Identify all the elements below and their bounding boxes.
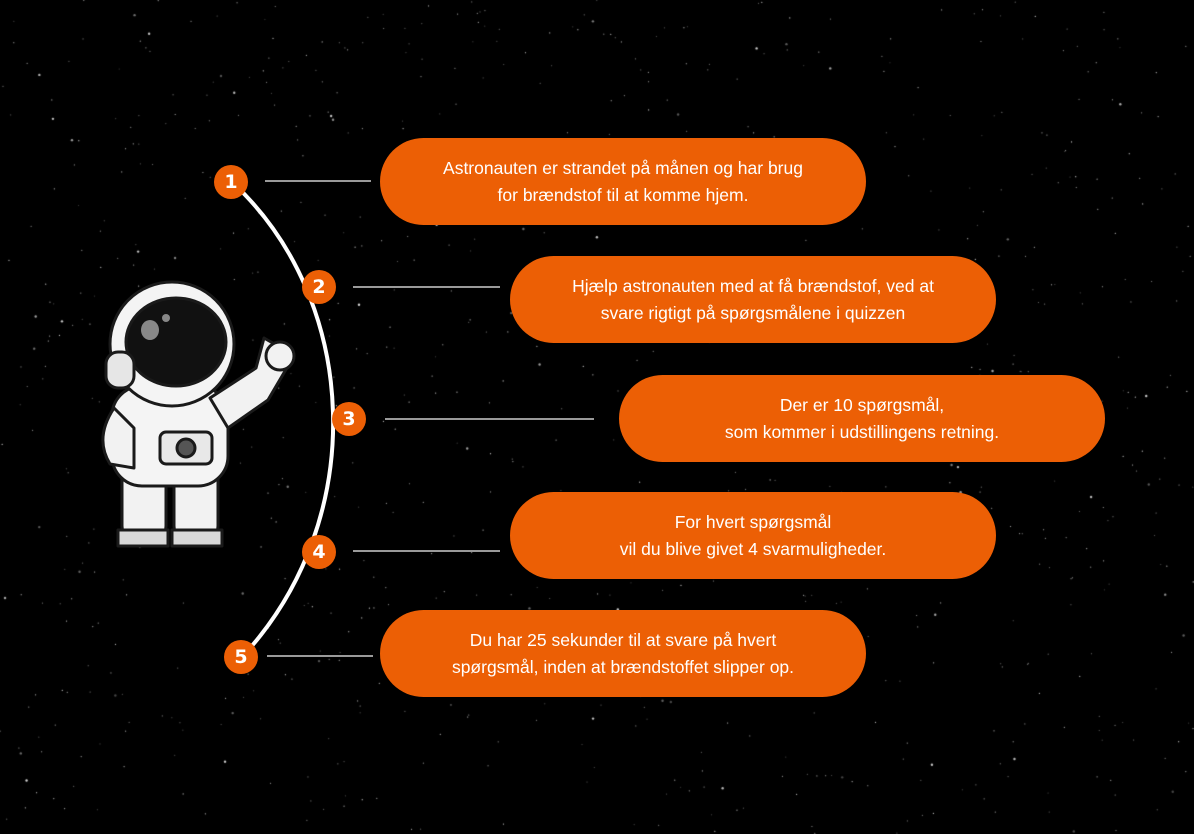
step-5-line-2: spørgsmål, inden at brændstoffet slipper… <box>451 656 795 677</box>
step-3-card: Der er 10 spørgsmål, som kommer i udstil… <box>619 375 1105 462</box>
step-5-card: Du har 25 sekunder til at svare på hvert… <box>380 610 866 697</box>
step-4-card: For hvert spørgsmål vil du blive givet 4… <box>510 492 996 579</box>
step-2-line-1: Hjælp astronauten med at få brændstof, v… <box>572 275 934 296</box>
step-3-line-1: Der er 10 spørgsmål, <box>779 394 945 415</box>
step-1-card: Astronauten er strandet på månen og har … <box>380 138 866 225</box>
step-3-line-2: som kommer i udstillingens retning. <box>724 421 1000 442</box>
step-5-connector <box>267 655 373 657</box>
step-number-3-badge: 3 <box>332 402 366 436</box>
step-1-connector <box>265 180 371 182</box>
step-4-line-1: For hvert spørgsmål <box>674 511 832 532</box>
step-4-connector <box>353 550 500 552</box>
step-number-4-badge: 4 <box>302 535 336 569</box>
step-4-line-2: vil du blive givet 4 svarmuligheder. <box>619 538 887 559</box>
step-2-card: Hjælp astronauten med at få brændstof, v… <box>510 256 996 343</box>
astronaut-icon <box>101 280 296 548</box>
step-number-2-badge: 2 <box>302 270 336 304</box>
step-2-connector <box>353 286 500 288</box>
step-1-line-1: Astronauten er strandet på månen og har … <box>443 157 803 178</box>
step-number-5-badge: 5 <box>224 640 258 674</box>
step-2-line-2: svare rigtigt på spørgsmålene i quizzen <box>600 302 906 323</box>
step-1-line-2: for brændstof til at komme hjem. <box>497 184 749 205</box>
step-3-connector <box>385 418 594 420</box>
step-number-1-badge: 1 <box>214 165 248 199</box>
step-5-line-1: Du har 25 sekunder til at svare på hvert <box>469 629 777 650</box>
